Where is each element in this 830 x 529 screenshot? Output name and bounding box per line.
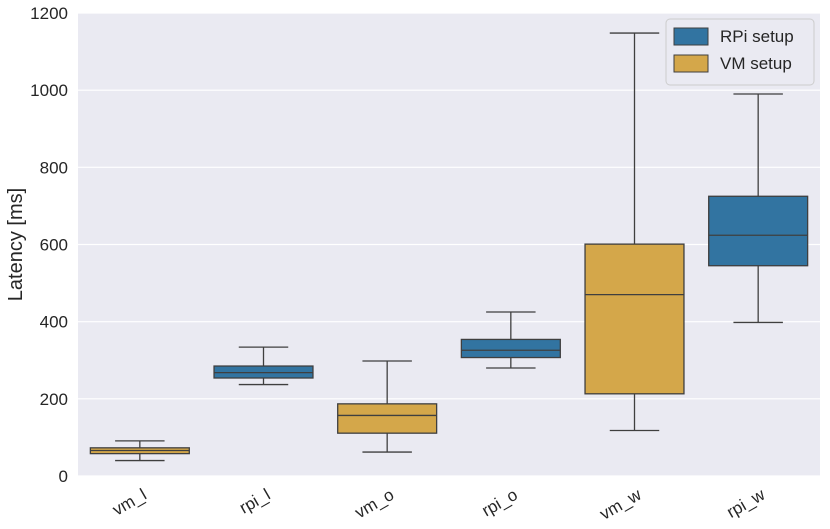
box-iqr [584, 243, 685, 395]
x-axis: vm_l rpi_l vm_o rpi_o vm_w rpi_w [109, 485, 769, 524]
y-tick-label: 1200 [30, 4, 68, 23]
x-tick-label: vm_o [352, 485, 398, 522]
box-vm_o [337, 360, 438, 453]
x-tick-label: vm_w [597, 485, 646, 524]
y-axis: 0 200 400 600 800 1000 1200 [30, 4, 68, 486]
legend-label: RPi setup [720, 27, 794, 46]
box-rpi_l [213, 346, 314, 386]
box-rpi_o [460, 311, 561, 369]
legend-swatch [673, 54, 709, 73]
y-tick-label: 1000 [30, 81, 68, 100]
box-iqr [460, 338, 561, 359]
x-tick-label: rpi_l [236, 485, 273, 518]
box-vm_w [584, 32, 685, 432]
x-tick-label: rpi_w [723, 485, 768, 522]
x-tick-label: rpi_o [479, 485, 521, 520]
y-tick-label: 200 [40, 390, 68, 409]
y-tick-label: 600 [40, 236, 68, 255]
box-rpi_w [708, 93, 809, 324]
box-iqr [708, 195, 809, 267]
legend-label: VM setup [720, 54, 792, 73]
y-tick-label: 400 [40, 313, 68, 332]
x-tick-label: vm_l [109, 485, 150, 519]
box-iqr [337, 403, 438, 434]
boxes [89, 32, 809, 462]
y-tick-label: 0 [59, 467, 68, 486]
y-tick-label: 800 [40, 158, 68, 177]
legend: RPi setup VM setup [665, 18, 815, 86]
box-vm_l [89, 440, 190, 462]
grid-lines [78, 12, 820, 477]
y-axis-label: Latency [ms] [5, 188, 27, 301]
legend-swatch [673, 27, 709, 46]
